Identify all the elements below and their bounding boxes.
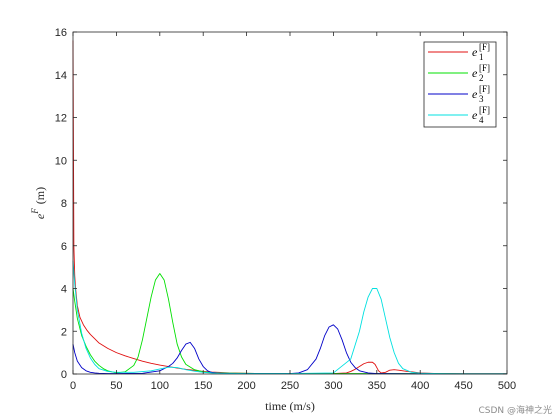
- x-tick-label: 350: [368, 380, 386, 392]
- x-tick-label: 200: [237, 380, 255, 392]
- y-axis-label: eF (m): [30, 187, 47, 219]
- legend-label-sub: 1: [479, 52, 484, 62]
- x-tick-label: 50: [110, 380, 122, 392]
- x-tick-label: 100: [151, 380, 169, 392]
- legend-label-sup: [F]: [479, 63, 490, 73]
- legend-label-base: e: [472, 108, 478, 122]
- legend-label-sub: 4: [479, 115, 484, 125]
- x-tick-label: 150: [194, 380, 212, 392]
- x-tick-label: 0: [70, 380, 76, 392]
- y-tick-label: 12: [55, 113, 67, 125]
- y-tick-label: 0: [61, 369, 67, 381]
- legend-label-sup: [F]: [479, 42, 490, 52]
- x-axis-ticks: 0 50 100 150 200 250 300 350 400 450 500: [70, 32, 516, 392]
- x-tick-label: 400: [411, 380, 429, 392]
- legend-label-base: e: [472, 45, 478, 59]
- x-tick-label: 500: [498, 380, 516, 392]
- y-tick-label: 10: [55, 155, 67, 167]
- x-tick-label: 300: [324, 380, 342, 392]
- y-tick-label: 6: [61, 241, 67, 253]
- y-axis-label-sup: F: [30, 208, 40, 215]
- legend-label-base: e: [472, 87, 478, 101]
- legend-label-sub: 2: [479, 73, 484, 83]
- legend-entry-3: e [F]3: [428, 84, 490, 104]
- legend-entry-4: e [F]4: [428, 105, 490, 125]
- legend-label-base: e: [472, 66, 478, 80]
- legend-label-sub: 3: [479, 94, 484, 104]
- x-axis-label: time (m/s): [265, 399, 315, 413]
- y-tick-label: 14: [55, 70, 67, 82]
- legend-entry-1: e [F]1: [428, 42, 490, 62]
- x-tick-label: 450: [454, 380, 472, 392]
- y-axis-label-base: e: [33, 213, 47, 219]
- svg-text:eF(m): eF (m): [30, 187, 47, 219]
- y-tick-label: 4: [61, 284, 67, 296]
- y-tick-label: 2: [61, 326, 67, 338]
- y-axis-label-unit: (m): [33, 187, 47, 204]
- legend-label-sup: [F]: [479, 105, 490, 115]
- legend: e [F]1e [F]2e [F]3e [F]4: [423, 41, 497, 128]
- watermark: CSDN @海神之光: [478, 404, 552, 416]
- y-tick-label: 16: [55, 27, 67, 39]
- legend-entry-2: e [F]2: [428, 63, 490, 83]
- legend-box: [423, 41, 497, 128]
- x-tick-label: 250: [281, 380, 299, 392]
- legend-label-sup: [F]: [479, 84, 490, 94]
- y-tick-label: 8: [61, 198, 67, 210]
